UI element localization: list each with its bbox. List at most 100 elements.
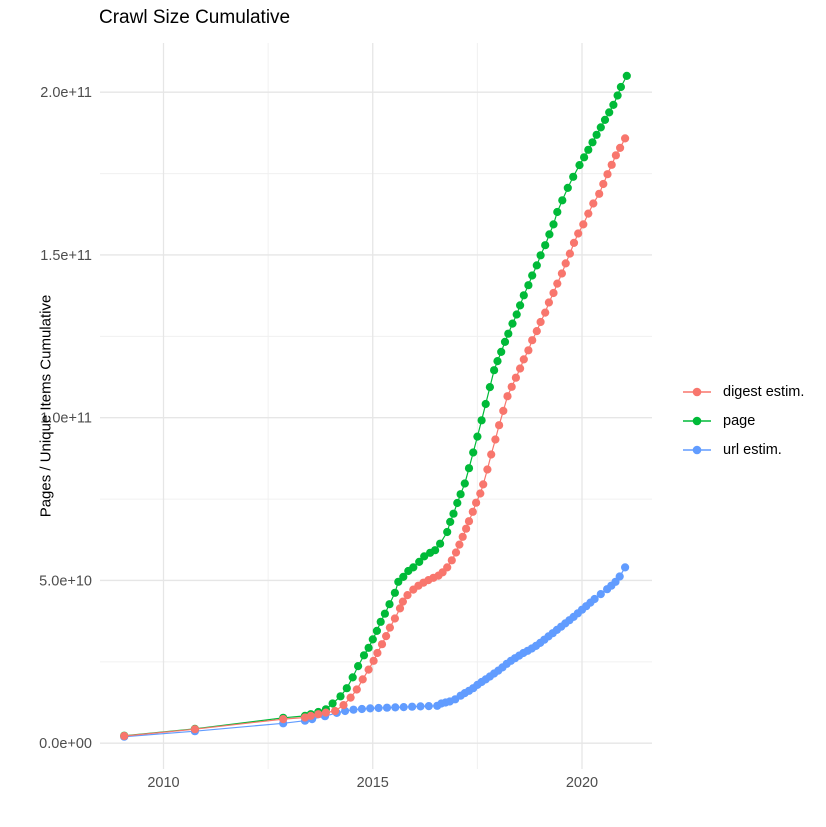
data-point <box>473 432 482 441</box>
data-point <box>616 82 626 92</box>
data-point <box>579 220 588 229</box>
data-point <box>382 632 391 641</box>
data-point <box>524 346 533 355</box>
data-point <box>373 648 382 658</box>
data-point <box>611 151 621 160</box>
data-point <box>609 100 618 109</box>
data-point <box>483 465 492 474</box>
data-point <box>342 684 351 693</box>
data-point <box>519 355 528 364</box>
data-point <box>504 329 513 338</box>
data-point <box>541 241 550 250</box>
data-point <box>558 196 567 205</box>
data-point <box>352 685 361 694</box>
data-point <box>485 383 494 392</box>
data-point <box>491 435 500 444</box>
data-point <box>553 207 562 217</box>
data-point <box>595 189 604 198</box>
data-point <box>553 279 562 288</box>
data-point <box>394 577 403 586</box>
data-point <box>306 711 315 721</box>
data-point <box>545 230 554 239</box>
data-point <box>588 138 597 147</box>
data-point <box>462 524 471 533</box>
data-point <box>455 540 464 549</box>
data-point <box>519 291 528 300</box>
data-point <box>376 617 385 626</box>
data-point <box>120 731 129 741</box>
data-point <box>369 656 378 665</box>
data-point <box>599 179 608 189</box>
data-point <box>528 336 537 345</box>
data-point <box>490 366 499 375</box>
data-point <box>600 115 610 124</box>
data-point <box>314 710 323 719</box>
data-point <box>512 310 521 319</box>
data-point <box>487 450 496 459</box>
data-point <box>497 347 506 356</box>
data-point <box>476 489 485 498</box>
data-point <box>447 556 456 565</box>
data-point <box>339 701 348 710</box>
data-point <box>431 546 440 555</box>
data-point <box>541 308 550 317</box>
data-point <box>385 600 394 609</box>
data-point <box>395 604 405 613</box>
data-point <box>464 464 474 473</box>
data-point <box>472 498 481 507</box>
data-point <box>364 643 373 652</box>
legend-entry-page: page <box>681 406 804 435</box>
data-point <box>549 288 558 298</box>
data-point <box>613 91 622 100</box>
data-point <box>403 591 412 600</box>
data-point <box>569 172 578 181</box>
data-point <box>516 301 525 310</box>
y-tick-label: 2.0e+11 <box>40 85 92 101</box>
data-point <box>359 651 369 660</box>
data-point <box>477 416 486 425</box>
data-point <box>516 364 525 373</box>
data-point <box>364 665 373 674</box>
data-point <box>460 479 469 488</box>
data-point <box>481 399 490 409</box>
data-point <box>574 229 583 238</box>
data-point <box>621 134 630 143</box>
data-point <box>349 705 358 714</box>
legend-key-digest-estim <box>683 387 711 396</box>
series-line-digest-estim- <box>124 138 626 737</box>
data-point <box>532 327 541 336</box>
data-point <box>468 507 477 516</box>
data-point <box>605 108 614 117</box>
data-point <box>382 703 392 712</box>
data-point <box>453 498 462 508</box>
data-point <box>398 597 407 606</box>
data-point <box>607 160 616 169</box>
data-point <box>377 640 387 649</box>
legend-key-dot <box>692 387 702 396</box>
data-point <box>569 238 579 247</box>
legend-key-dot <box>692 416 702 425</box>
data-point <box>443 563 452 572</box>
data-point <box>336 692 345 701</box>
data-point <box>449 509 458 518</box>
data-point <box>446 517 455 527</box>
data-point <box>621 563 630 572</box>
legend: digest estim. page url estim. <box>681 377 804 464</box>
legend-entry-url-estim: url estim. <box>681 435 804 464</box>
legend-key-page <box>683 416 711 425</box>
y-axis-title: Pages / Unique Items Cumulative <box>37 294 55 518</box>
data-point <box>536 251 545 260</box>
data-point <box>616 143 625 152</box>
data-point <box>279 715 288 724</box>
legend-label: digest estim. <box>723 383 805 400</box>
legend-entry-digest-estim: digest estim. <box>681 377 804 406</box>
data-point <box>385 623 394 632</box>
data-point <box>436 539 445 548</box>
data-point <box>536 317 545 327</box>
data-point <box>590 594 599 604</box>
data-point <box>358 675 367 684</box>
data-point <box>420 552 429 561</box>
data-point <box>524 281 533 290</box>
